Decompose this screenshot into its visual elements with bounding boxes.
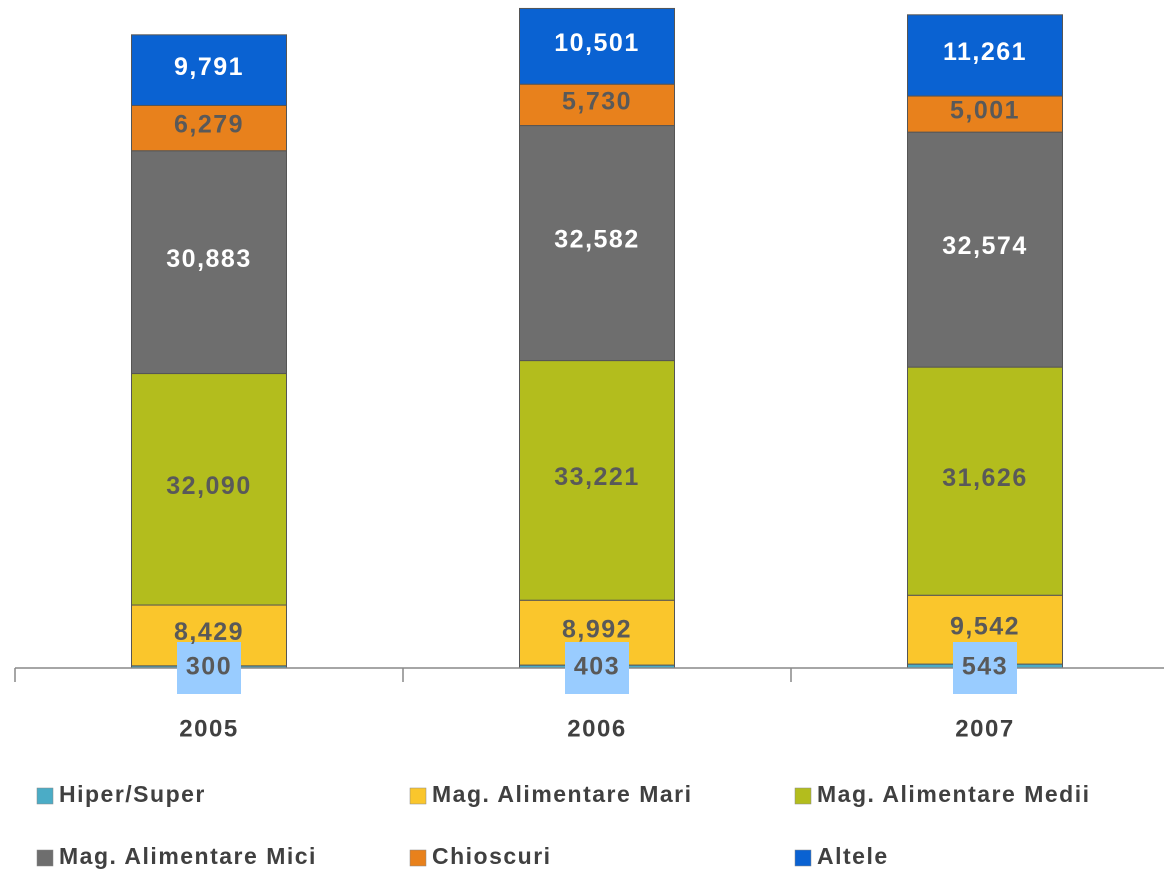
data-label: 9,542 <box>950 612 1020 640</box>
data-label: 32,574 <box>942 232 1027 260</box>
data-label: 32,582 <box>554 226 639 254</box>
bar-segment <box>131 34 287 106</box>
bar-segment <box>131 150 287 375</box>
legend-label: Altele <box>817 843 889 869</box>
data-label-background <box>565 642 629 694</box>
data-label: 5,001 <box>950 97 1020 125</box>
legend-swatch <box>794 787 812 805</box>
x-tick-label: 2006 <box>567 715 626 742</box>
legend-label: Hiper/Super <box>59 781 206 807</box>
data-label: 5,730 <box>562 87 632 115</box>
data-label: 11,261 <box>943 38 1027 66</box>
data-label: 6,279 <box>174 111 244 139</box>
data-label-background <box>953 642 1017 694</box>
bar-segment <box>907 95 1063 133</box>
data-label: 543 <box>962 653 1008 681</box>
data-label: 8,992 <box>562 615 632 643</box>
x-tick-label: 2005 <box>179 715 238 742</box>
x-tick-label: 2007 <box>955 715 1014 742</box>
legend-swatch <box>36 849 54 867</box>
data-label: 403 <box>574 653 620 681</box>
data-label: 33,221 <box>554 463 639 491</box>
data-label: 10,501 <box>554 29 639 57</box>
legend-swatch <box>409 787 427 805</box>
bar-segment <box>907 14 1063 97</box>
data-label-background <box>177 642 241 694</box>
data-label: 31,626 <box>942 464 1027 492</box>
bar-segment <box>519 125 675 362</box>
bar-segment <box>907 131 1063 368</box>
bar-segment <box>519 360 675 601</box>
legend-label: Chioscuri <box>432 843 552 869</box>
legend-swatch <box>794 849 812 867</box>
bar-segment <box>519 83 675 127</box>
legend-label: Mag. Alimentare Medii <box>817 781 1090 807</box>
bar-segment <box>131 373 287 606</box>
data-label: 32,090 <box>166 472 251 500</box>
data-label: 8,429 <box>174 618 244 646</box>
data-label: 30,883 <box>166 245 251 273</box>
legend-label: Mag. Alimentare Mari <box>432 781 692 807</box>
bar-segment <box>907 366 1063 596</box>
data-label: 9,791 <box>174 53 244 81</box>
data-label: 300 <box>186 653 232 681</box>
legend-swatch <box>409 849 427 867</box>
legend-label: Mag. Alimentare Mici <box>59 843 317 869</box>
bar-segment <box>131 104 287 152</box>
legend-swatch <box>36 787 54 805</box>
bar-segment <box>519 7 675 85</box>
